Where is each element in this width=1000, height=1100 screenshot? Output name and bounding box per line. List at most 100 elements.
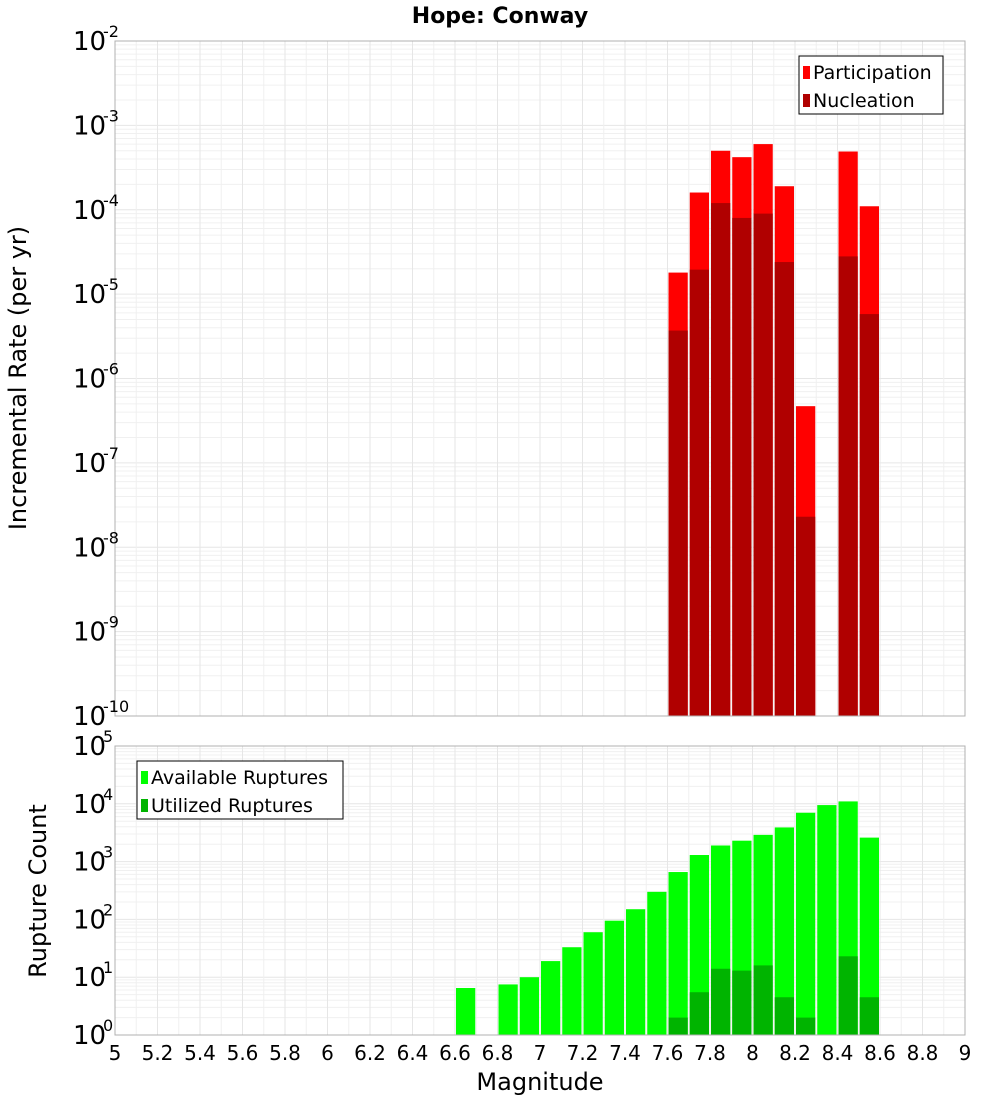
bottom-y-tick-exponent: 3 (103, 843, 113, 862)
available-ruptures-bar (668, 872, 688, 1035)
utilized-ruptures-bar (711, 968, 731, 1035)
top-y-tick-exponent: -2 (103, 22, 119, 41)
x-tick-label: 6.6 (439, 1041, 471, 1065)
legend-entry-label: Available Ruptures (151, 767, 328, 789)
top-y-tick-exponent: -7 (103, 444, 119, 463)
x-tick-label: 8.2 (779, 1041, 811, 1065)
utilized-ruptures-bar (732, 970, 752, 1035)
x-tick-label: 7.4 (609, 1041, 641, 1065)
x-tick-label: 9 (959, 1041, 972, 1065)
available-ruptures-bar (498, 984, 518, 1035)
utilized-ruptures-bar (774, 997, 794, 1035)
top-y-tick-exponent: -4 (103, 191, 119, 210)
x-tick-label: 5.2 (142, 1041, 174, 1065)
bottom-y-tick-exponent: 0 (103, 1016, 113, 1035)
legend-swatch (803, 94, 810, 107)
top-legend: Participation Nucleation (798, 55, 944, 115)
bottom-y-tick-label: 10 (73, 963, 106, 993)
legend-swatch (141, 771, 148, 784)
available-ruptures-bar (583, 932, 603, 1035)
nucleation-bar (668, 330, 688, 716)
available-ruptures-bar (519, 977, 539, 1035)
top-y-tick-label: 10 (73, 702, 106, 732)
x-tick-label: 7.2 (567, 1041, 599, 1065)
utilized-ruptures-bar (753, 965, 773, 1035)
top-y-tick-exponent: -3 (103, 106, 119, 125)
bottom-y-tick-label: 10 (73, 848, 106, 878)
top-y-tick-label: 10 (73, 27, 106, 57)
x-tick-label: 7.6 (652, 1041, 684, 1065)
bottom-y-tick-exponent: 1 (103, 958, 113, 977)
x-tick-label: 5.6 (227, 1041, 259, 1065)
top-y-tick-exponent: -8 (103, 528, 119, 547)
bottom-plot-border (114, 745, 966, 1036)
top-y-tick-label: 10 (73, 365, 106, 395)
bottom-y-tick-label: 10 (73, 905, 106, 935)
top-y-tick-exponent: -9 (103, 613, 119, 632)
top-y-tick-exponent: -5 (103, 275, 119, 294)
x-tick-label: 8.8 (907, 1041, 939, 1065)
top-y-tick-exponent: -10 (103, 697, 129, 716)
x-tick-label: 5.8 (269, 1041, 301, 1065)
x-tick-label: 6.2 (354, 1041, 386, 1065)
nucleation-bar (753, 213, 773, 717)
x-tick-label: 7 (534, 1041, 547, 1065)
top-y-tick-label: 10 (73, 111, 106, 141)
legend-entry-label: Utilized Ruptures (151, 795, 313, 817)
bottom-y-axis-label: Rupture Count (24, 804, 52, 978)
top-y-tick-label: 10 (73, 449, 106, 479)
x-tick-label: 8.6 (864, 1041, 896, 1065)
x-tick-label: 8 (746, 1041, 759, 1065)
nucleation-bar (859, 314, 879, 716)
utilized-ruptures-bar (668, 1017, 688, 1035)
nucleation-bar (689, 269, 709, 716)
bottom-y-tick-exponent: 4 (103, 785, 113, 804)
legend-entry-label: Nucleation (813, 90, 915, 112)
x-tick-label: 6 (321, 1041, 334, 1065)
available-ruptures-bar (689, 855, 709, 1035)
bottom-y-tick-label: 10 (73, 790, 106, 820)
top-y-tick-label: 10 (73, 280, 106, 310)
top-y-tick-label: 10 (73, 196, 106, 226)
utilized-ruptures-bar (859, 997, 879, 1035)
available-ruptures-bar (562, 947, 582, 1035)
nucleation-bar (796, 516, 816, 716)
x-tick-label: 8.4 (822, 1041, 854, 1065)
bottom-y-tick-exponent: 2 (103, 900, 113, 919)
legend-swatch (141, 799, 148, 812)
bottom-y-tick-label: 10 (73, 732, 106, 762)
available-ruptures-bar (456, 988, 476, 1035)
x-tick-label: 6.8 (482, 1041, 514, 1065)
available-ruptures-bar (626, 909, 646, 1035)
legend-entry-label: Participation (813, 62, 932, 84)
available-ruptures-bar (647, 891, 667, 1035)
utilized-ruptures-bar (838, 956, 858, 1035)
top-legend-box (798, 55, 944, 115)
nucleation-bar (711, 203, 731, 716)
bottom-legend: Available Ruptures Utilized Ruptures (136, 760, 344, 820)
top-y-tick-label: 10 (73, 533, 106, 563)
available-ruptures-bar (859, 837, 879, 1035)
x-tick-label: 5 (109, 1041, 122, 1065)
available-ruptures-bar (774, 827, 794, 1035)
x-axis-label: Magnitude (476, 1068, 603, 1096)
utilized-ruptures-bar (796, 1017, 816, 1035)
nucleation-bar (838, 256, 858, 716)
top-y-axis-label: Incremental Rate (per yr) (4, 226, 32, 530)
available-ruptures-bar (541, 961, 561, 1035)
nucleation-bar (774, 262, 794, 716)
utilized-ruptures-bar (689, 992, 709, 1035)
available-ruptures-bar (604, 920, 624, 1035)
chart-title: Hope: Conway (412, 4, 588, 29)
bottom-y-tick-exponent: 5 (103, 727, 113, 746)
legend-swatch (803, 66, 810, 79)
x-tick-label: 6.4 (397, 1041, 429, 1065)
nucleation-bar (732, 217, 752, 716)
x-tick-label: 7.8 (694, 1041, 726, 1065)
bottom-y-tick-label: 10 (73, 1021, 106, 1051)
x-tick-label: 5.4 (184, 1041, 216, 1065)
top-y-tick-label: 10 (73, 618, 106, 648)
available-ruptures-bar (796, 812, 816, 1035)
